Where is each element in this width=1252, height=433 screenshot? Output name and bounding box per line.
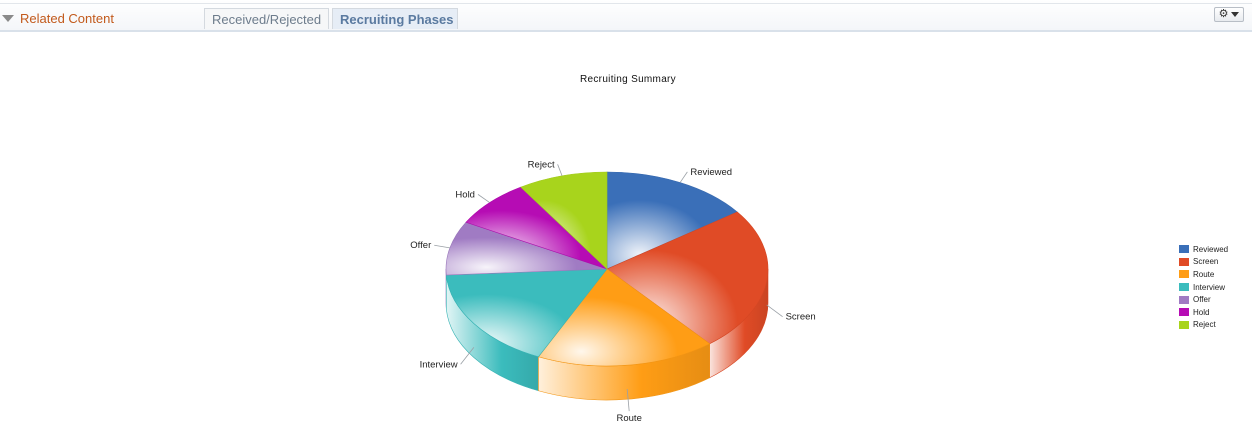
- pie-slice-route[interactable]: [537, 268, 711, 367]
- legend-item-reject: Reject: [1179, 319, 1228, 332]
- legend-swatch: [1179, 245, 1189, 254]
- label-leader-line: [460, 347, 475, 365]
- legend-item-hold: Hold: [1179, 306, 1228, 319]
- slice-label-screen: Screen: [786, 312, 816, 323]
- pie-slice-screen[interactable]: [606, 211, 769, 345]
- pagelet-header: Related Content Received/Rejected Recrui…: [0, 0, 1252, 32]
- legend-item-screen: Screen: [1179, 256, 1228, 269]
- tab-recruiting-phases[interactable]: Recruiting Phases: [332, 8, 458, 29]
- legend-swatch: [1179, 257, 1189, 266]
- slice-label-reject: Reject: [528, 159, 555, 170]
- legend-label: Hold: [1193, 307, 1210, 317]
- legend-label: Offer: [1193, 295, 1211, 305]
- header-rule: [0, 3, 1252, 4]
- pie-slice-offer[interactable]: [445, 221, 608, 276]
- chart-title: Recruiting Summary: [580, 74, 676, 85]
- slice-label-hold: Hold: [455, 189, 475, 200]
- slice-label-route: Route: [617, 413, 642, 424]
- legend-item-reviewed: Reviewed: [1179, 243, 1228, 256]
- legend-swatch: [1179, 295, 1189, 304]
- legend-item-route: Route: [1179, 268, 1228, 281]
- legend-label: Reject: [1193, 320, 1216, 330]
- legend-label: Interview: [1193, 282, 1226, 292]
- legend-item-interview: Interview: [1179, 281, 1228, 294]
- label-leader-line: [626, 388, 630, 412]
- pie-slice-reviewed[interactable]: [606, 171, 738, 270]
- label-leader-line: [557, 164, 563, 176]
- pie-slice-reject[interactable]: [520, 171, 608, 270]
- chart-legend: Reviewed Screen Route Interview Offer Hold Rej…: [1179, 243, 1228, 331]
- label-leader-line: [477, 194, 490, 203]
- gear-icon: ⚙: [1218, 8, 1229, 20]
- label-leader-line: [679, 171, 688, 183]
- legend-label: Route: [1193, 269, 1215, 279]
- label-leader-line: [766, 304, 783, 317]
- pie-slice-interview[interactable]: [445, 268, 608, 358]
- legend-swatch: [1179, 320, 1189, 329]
- legend-swatch: [1179, 270, 1189, 279]
- collapse-triangle-icon: [2, 15, 14, 22]
- legend-item-offer: Offer: [1179, 293, 1228, 306]
- legend-swatch: [1179, 308, 1189, 317]
- chevron-down-icon: [1231, 12, 1240, 17]
- slice-label-reviewed: Reviewed: [690, 167, 732, 178]
- related-content-label: Related Content: [20, 10, 114, 26]
- settings-button[interactable]: ⚙: [1214, 7, 1244, 22]
- legend-label: Reviewed: [1193, 244, 1229, 254]
- related-content-toggle[interactable]: Related Content: [2, 9, 114, 27]
- legend-label: Screen: [1193, 257, 1219, 267]
- slice-label-offer: Offer: [410, 240, 431, 251]
- slice-label-interview: Interview: [420, 359, 458, 370]
- label-leader-line: [434, 244, 450, 249]
- tab-received-rejected[interactable]: Received/Rejected: [204, 8, 329, 29]
- legend-swatch: [1179, 283, 1189, 292]
